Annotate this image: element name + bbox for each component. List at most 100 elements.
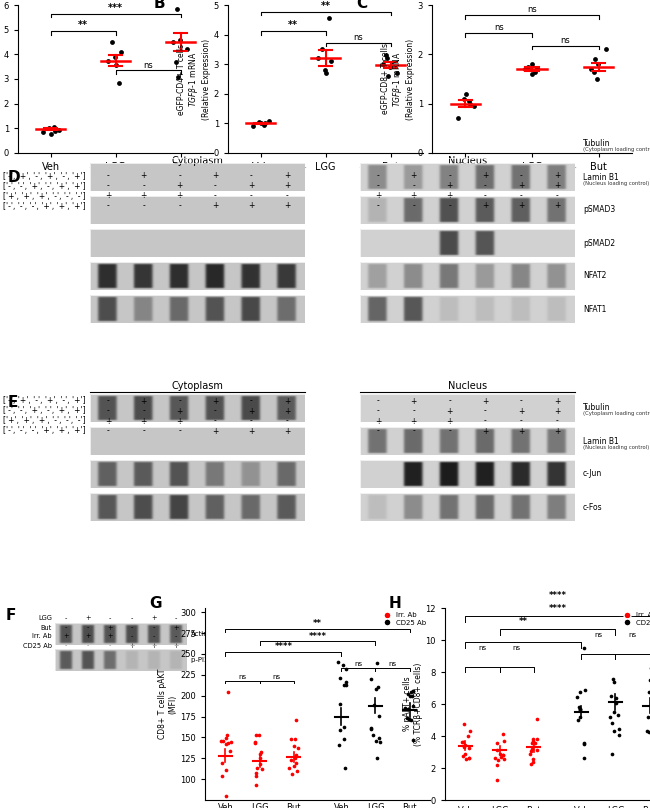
Text: ns: ns xyxy=(353,33,363,42)
Point xyxy=(44,122,55,135)
Point xyxy=(392,66,402,79)
Text: +: + xyxy=(518,201,525,211)
Point xyxy=(578,751,589,764)
Bar xyxy=(90,460,305,488)
Point xyxy=(46,128,57,141)
Text: ['+', '+', '+', '-', '-', '-']: ['+', '+', '+', '-', '-', '-'] xyxy=(3,191,86,200)
Text: -: - xyxy=(376,201,380,211)
Point xyxy=(495,747,505,760)
Point xyxy=(320,64,331,77)
Text: -: - xyxy=(87,625,89,630)
Text: -: - xyxy=(250,171,253,180)
Text: +: + xyxy=(447,406,453,415)
Point xyxy=(339,721,349,734)
Point xyxy=(586,63,596,76)
Point xyxy=(493,754,503,767)
Text: -: - xyxy=(520,171,523,180)
Point xyxy=(575,703,585,716)
Point xyxy=(580,684,591,697)
Point xyxy=(579,736,590,749)
Text: +: + xyxy=(554,171,560,180)
Point xyxy=(374,709,385,722)
Text: -: - xyxy=(214,406,217,415)
Point xyxy=(525,748,536,761)
Text: +: + xyxy=(213,171,218,180)
Text: -: - xyxy=(214,191,217,200)
Point xyxy=(464,95,474,107)
Point xyxy=(614,722,625,735)
Text: +: + xyxy=(284,406,291,415)
Bar xyxy=(360,295,575,323)
Point xyxy=(38,125,49,138)
Point xyxy=(407,689,417,702)
Text: ****: **** xyxy=(549,604,567,612)
Point xyxy=(463,730,473,743)
Text: +: + xyxy=(375,191,381,200)
Point xyxy=(575,704,586,717)
Point xyxy=(530,737,540,750)
Point xyxy=(499,748,509,761)
Point xyxy=(644,685,650,698)
Text: D: D xyxy=(8,170,21,185)
Point xyxy=(649,704,650,717)
Text: ns: ns xyxy=(560,36,570,44)
Point xyxy=(368,729,378,742)
Point xyxy=(224,745,235,758)
Point xyxy=(499,734,510,747)
Point xyxy=(609,725,619,738)
Point xyxy=(498,727,508,740)
Point xyxy=(459,92,469,105)
Text: -: - xyxy=(142,406,145,415)
Text: +: + xyxy=(411,416,417,426)
Text: -: - xyxy=(250,397,253,406)
Text: -: - xyxy=(153,625,155,630)
Point xyxy=(608,675,619,688)
Text: -: - xyxy=(484,191,487,200)
Point xyxy=(458,750,468,763)
Bar xyxy=(55,623,187,645)
Text: pSMAD2: pSMAD2 xyxy=(583,238,615,247)
Point xyxy=(491,773,502,786)
Bar xyxy=(55,649,187,671)
Point xyxy=(291,764,302,777)
Point xyxy=(649,700,650,713)
Point xyxy=(49,120,60,133)
Point xyxy=(221,763,231,776)
Point xyxy=(571,690,582,703)
Text: Tubulin: Tubulin xyxy=(583,140,610,149)
Point xyxy=(526,757,536,770)
Text: +: + xyxy=(375,416,381,426)
Point xyxy=(285,754,296,767)
Text: ns: ns xyxy=(143,61,153,69)
Text: H: H xyxy=(389,596,402,612)
Point xyxy=(222,686,233,699)
Point xyxy=(254,729,265,742)
Point xyxy=(496,751,506,764)
Text: ***: *** xyxy=(108,3,123,13)
Text: Veh: Veh xyxy=(333,803,349,808)
Text: ns: ns xyxy=(494,23,504,32)
Text: +: + xyxy=(554,201,560,211)
Point xyxy=(382,52,392,65)
Point xyxy=(248,120,259,133)
Point xyxy=(285,733,296,746)
Text: But: But xyxy=(287,803,301,808)
Text: +: + xyxy=(482,171,489,180)
Text: -: - xyxy=(412,427,415,436)
Text: +: + xyxy=(176,416,183,426)
Point xyxy=(335,723,346,736)
Text: ['-', '-', '+', '-', '+', '+']: ['-', '-', '+', '-', '+', '+'] xyxy=(3,182,86,191)
Text: +: + xyxy=(63,633,69,639)
Text: ****: **** xyxy=(274,642,292,651)
Text: ['+', '+', '+', '-', '-', '-']: ['+', '+', '+', '-', '-', '-'] xyxy=(3,416,86,426)
Point xyxy=(573,701,584,714)
Text: +: + xyxy=(411,191,417,200)
Text: +: + xyxy=(447,182,453,191)
Y-axis label: % pAKT+ cells
(% TCRβ+CD8+ cells): % pAKT+ cells (% TCRβ+CD8+ cells) xyxy=(403,663,422,746)
Text: +: + xyxy=(248,182,254,191)
Text: -: - xyxy=(142,427,145,436)
Point xyxy=(216,757,227,770)
Point xyxy=(526,737,537,750)
Point xyxy=(371,682,382,695)
Text: Veh: Veh xyxy=(573,806,590,808)
